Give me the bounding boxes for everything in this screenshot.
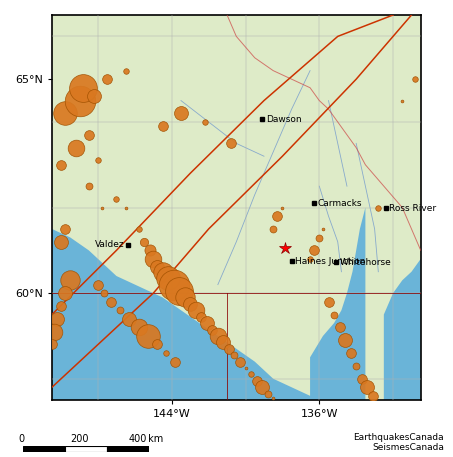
- Bar: [23, 446, 65, 452]
- Text: 400: 400: [129, 434, 147, 444]
- Point: [214, 332, 222, 340]
- Point: [48, 341, 56, 348]
- Point: [116, 307, 124, 314]
- Point: [140, 238, 148, 245]
- Point: [72, 144, 79, 151]
- Point: [264, 390, 271, 397]
- Point: [159, 122, 166, 130]
- Point: [94, 281, 101, 288]
- Point: [61, 289, 68, 297]
- Point: [54, 315, 61, 323]
- Point: [163, 350, 170, 357]
- Point: [175, 287, 183, 295]
- Text: 0: 0: [18, 434, 24, 444]
- Text: Haines Junction: Haines Junction: [295, 256, 366, 266]
- Text: EarthquakesCanada
SeismesCanada: EarthquakesCanada SeismesCanada: [353, 433, 444, 452]
- Bar: [65, 446, 107, 452]
- Point: [178, 110, 185, 117]
- Polygon shape: [310, 207, 366, 400]
- Point: [247, 371, 255, 378]
- Point: [209, 326, 216, 333]
- Point: [310, 247, 318, 254]
- Point: [94, 157, 101, 164]
- Point: [159, 268, 166, 276]
- Point: [104, 75, 111, 83]
- Text: Carmacks: Carmacks: [318, 199, 362, 208]
- Point: [181, 294, 188, 301]
- Point: [306, 255, 313, 263]
- Point: [352, 362, 360, 370]
- Point: [58, 161, 65, 169]
- Text: Dawson: Dawson: [266, 115, 301, 124]
- Point: [273, 213, 280, 220]
- Point: [187, 300, 194, 308]
- Point: [225, 345, 232, 352]
- Point: [98, 204, 105, 211]
- Point: [198, 313, 205, 320]
- Point: [330, 311, 337, 318]
- Point: [192, 307, 199, 314]
- Point: [164, 275, 172, 282]
- Point: [270, 394, 277, 402]
- Text: km: km: [145, 434, 163, 444]
- Point: [85, 131, 92, 138]
- Bar: [107, 446, 149, 452]
- Point: [227, 140, 234, 147]
- Point: [279, 204, 286, 211]
- Point: [231, 351, 238, 359]
- Point: [122, 204, 129, 211]
- Point: [253, 377, 260, 384]
- Point: [135, 225, 142, 233]
- Point: [325, 298, 332, 305]
- Point: [336, 324, 343, 331]
- Point: [61, 225, 68, 233]
- Polygon shape: [384, 259, 421, 400]
- Point: [412, 75, 419, 83]
- Point: [50, 328, 58, 335]
- Point: [358, 375, 365, 383]
- Point: [236, 358, 244, 365]
- Point: [347, 350, 354, 357]
- Point: [67, 276, 74, 284]
- Point: [342, 336, 349, 344]
- Point: [172, 358, 179, 365]
- Point: [399, 97, 406, 104]
- Point: [100, 289, 107, 297]
- Point: [144, 332, 151, 340]
- Point: [201, 118, 208, 126]
- Point: [58, 303, 65, 310]
- Point: [364, 383, 371, 391]
- Point: [58, 238, 65, 245]
- Point: [146, 247, 153, 254]
- Point: [316, 234, 323, 241]
- Point: [113, 195, 120, 202]
- Point: [126, 315, 133, 323]
- Point: [61, 110, 68, 117]
- Point: [203, 319, 211, 327]
- Text: Valdez: Valdez: [95, 240, 125, 249]
- Polygon shape: [52, 229, 421, 400]
- Point: [170, 281, 177, 288]
- Point: [91, 93, 98, 100]
- Point: [242, 364, 249, 372]
- Point: [154, 341, 161, 348]
- Text: 200: 200: [70, 434, 88, 444]
- Point: [107, 298, 115, 305]
- Point: [270, 225, 277, 233]
- Point: [76, 97, 83, 104]
- Text: Ross River: Ross River: [390, 204, 437, 213]
- Point: [80, 84, 87, 91]
- Point: [149, 255, 157, 263]
- Point: [375, 204, 382, 211]
- Point: [369, 392, 376, 399]
- Point: [135, 324, 142, 331]
- Point: [259, 383, 266, 391]
- Point: [319, 225, 327, 233]
- Point: [220, 339, 227, 346]
- Text: Whitehorse: Whitehorse: [340, 258, 391, 267]
- Point: [85, 182, 92, 190]
- Point: [122, 67, 129, 74]
- Point: [154, 264, 161, 271]
